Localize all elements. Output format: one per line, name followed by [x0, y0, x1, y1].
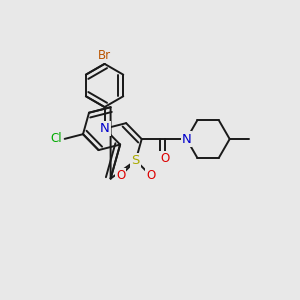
Text: S: S [131, 154, 140, 167]
Text: O: O [116, 169, 125, 182]
Text: O: O [146, 169, 155, 182]
Text: Br: Br [98, 49, 111, 62]
Text: Cl: Cl [50, 132, 62, 146]
Text: N: N [182, 133, 191, 146]
Text: O: O [160, 152, 170, 165]
Text: N: N [100, 122, 110, 135]
